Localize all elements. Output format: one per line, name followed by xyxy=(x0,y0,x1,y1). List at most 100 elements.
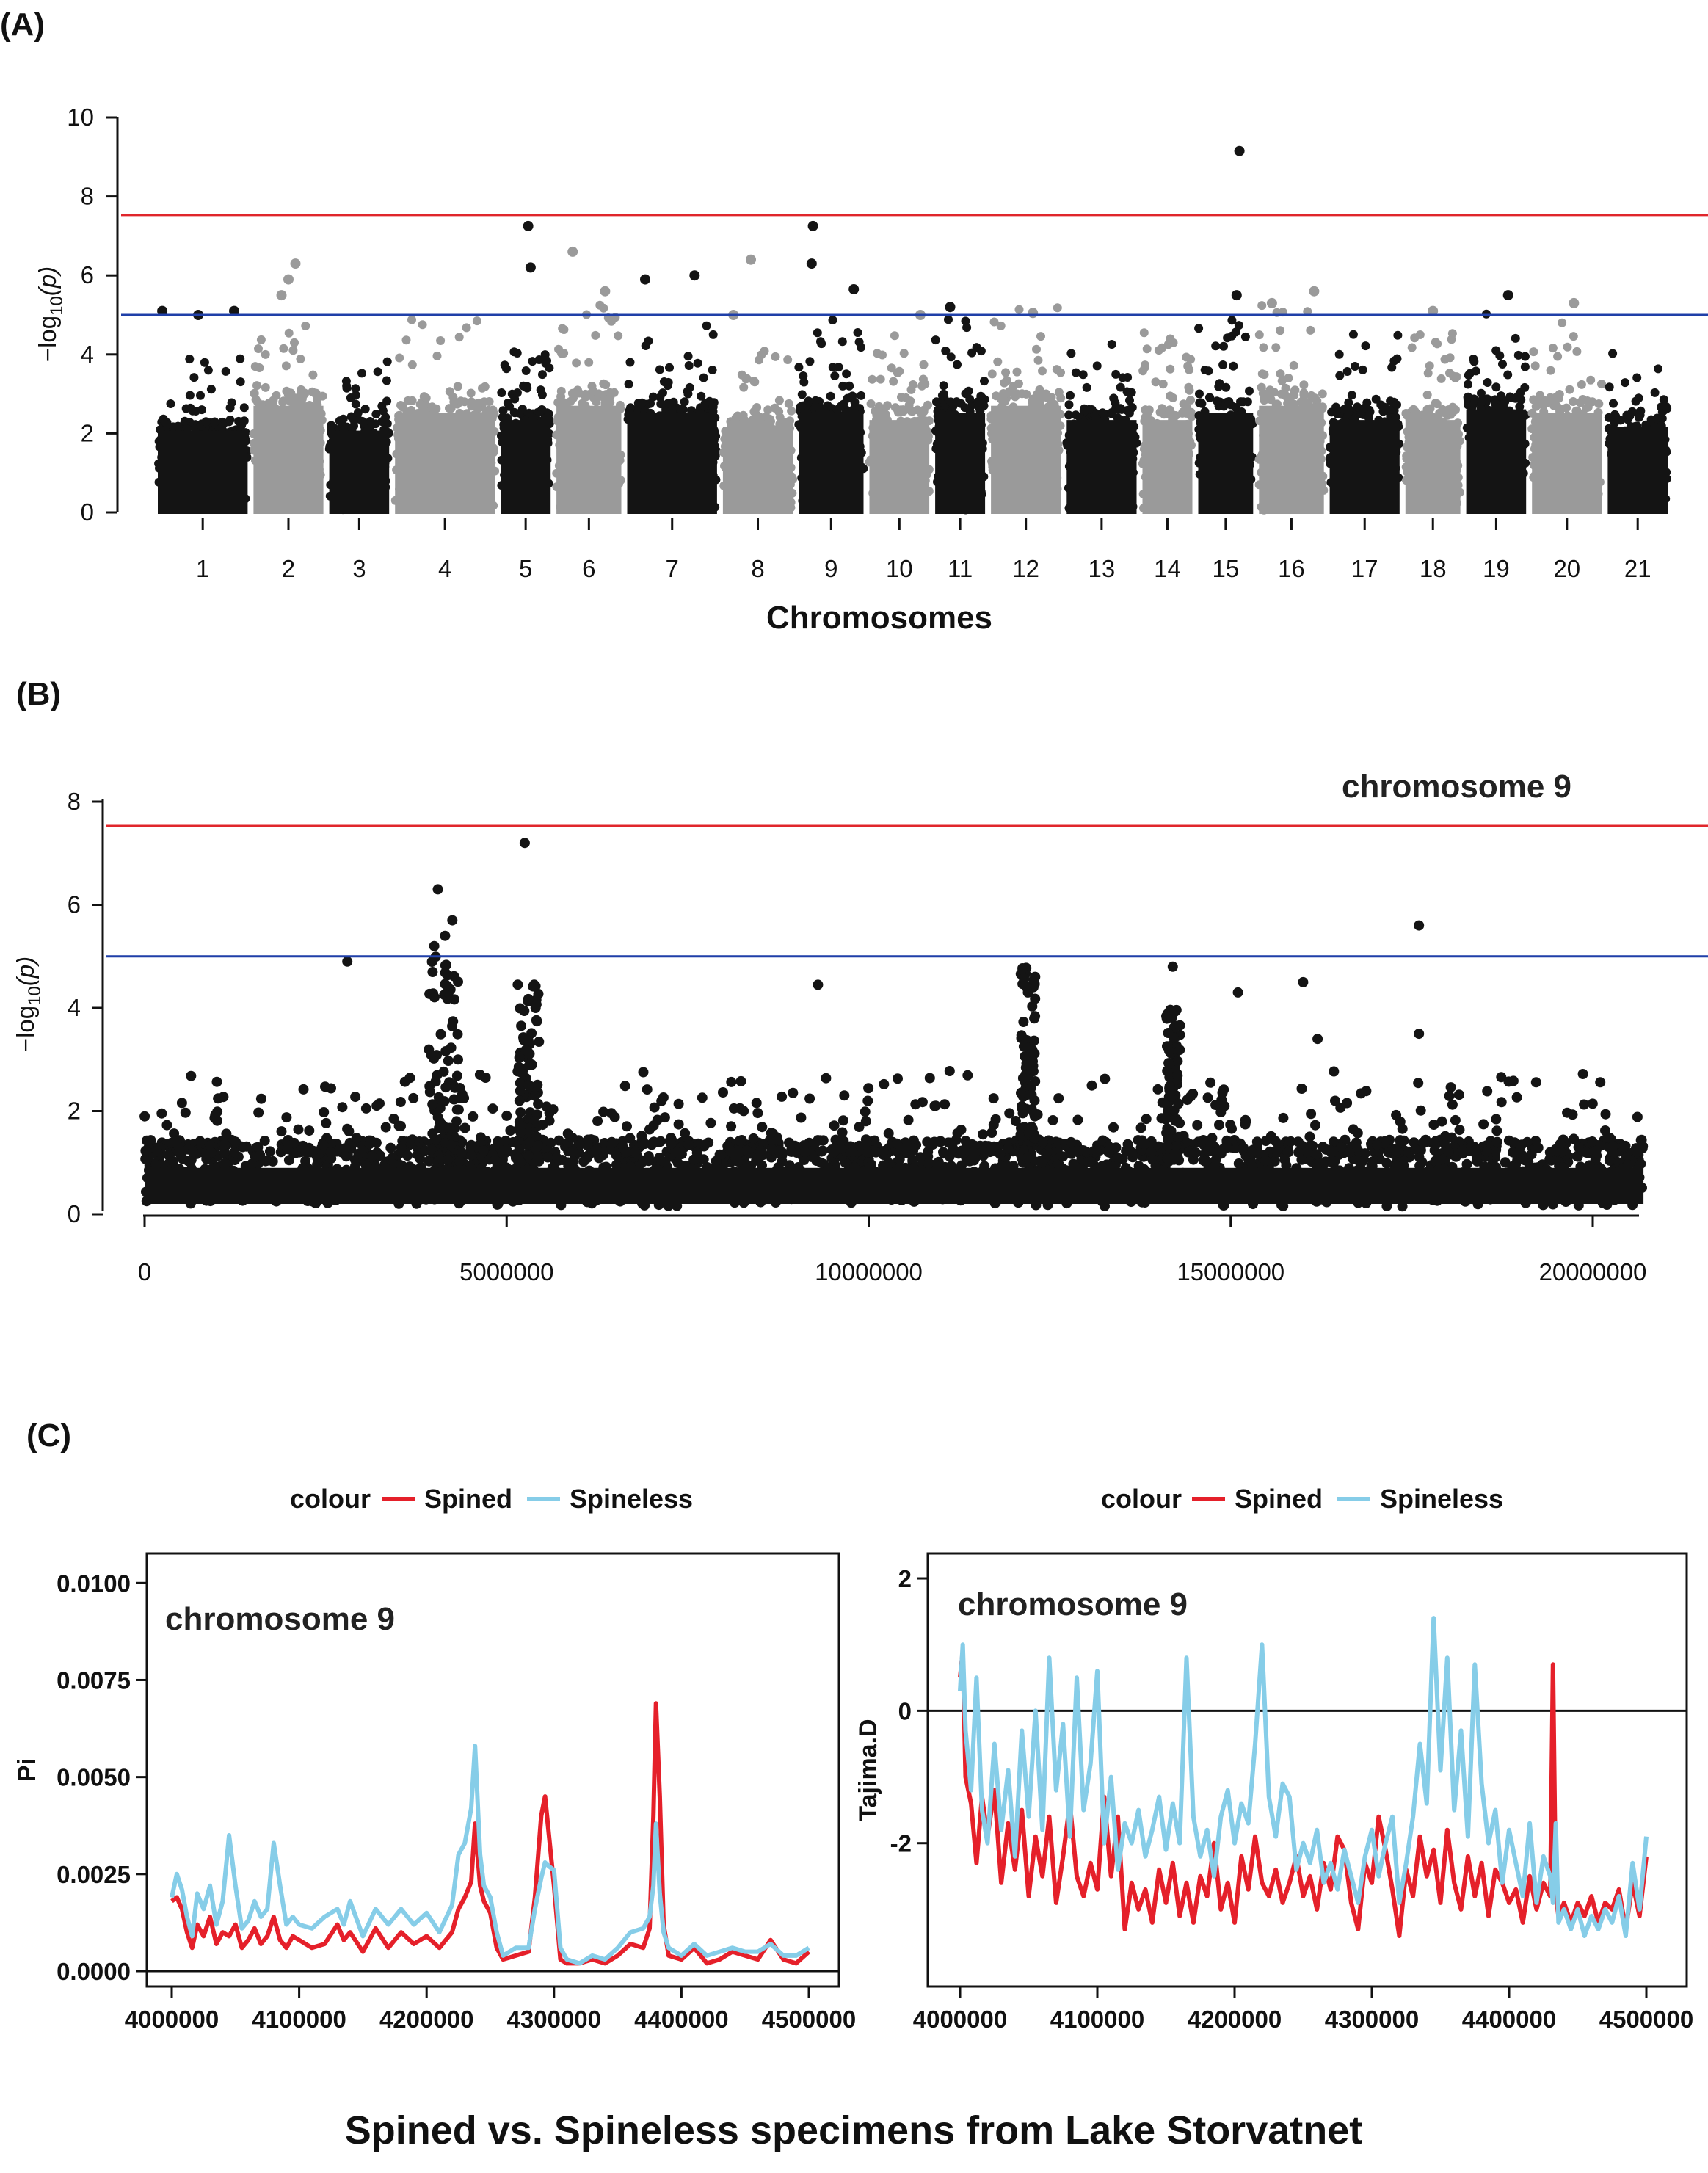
snp-point xyxy=(980,377,989,386)
snp-point xyxy=(939,381,948,391)
snp-point xyxy=(813,328,822,338)
notable-snp-point xyxy=(600,286,611,297)
chromosome-4-density xyxy=(395,413,495,514)
snp-point xyxy=(436,336,446,345)
snp-point xyxy=(1569,332,1578,341)
snp-point xyxy=(185,355,195,364)
snp-point xyxy=(1033,389,1042,399)
snp-point xyxy=(749,377,759,385)
snp-point xyxy=(854,337,864,347)
snp-point xyxy=(1351,362,1359,371)
snp-point xyxy=(594,389,603,399)
snp-point xyxy=(784,399,793,408)
snp-point xyxy=(534,355,544,364)
snp-point xyxy=(1033,355,1043,365)
snp-point xyxy=(797,390,807,399)
snp-point xyxy=(556,386,566,396)
snp-point xyxy=(188,406,197,416)
panel-a-y-axis-title: −log10(p) xyxy=(34,266,67,362)
chromosome-12-density xyxy=(991,405,1061,514)
snp-point xyxy=(456,396,465,406)
snp-point xyxy=(1012,389,1022,399)
snp-point xyxy=(1588,397,1597,407)
snp-point xyxy=(845,381,854,391)
snp-point xyxy=(960,403,970,413)
snp-point xyxy=(371,410,381,419)
panel-a-scatter-points xyxy=(154,145,1672,515)
snp-point xyxy=(1066,391,1075,400)
snp-point xyxy=(159,414,168,424)
snp-point xyxy=(542,356,551,366)
snp-point xyxy=(253,397,262,407)
notable-snp-point xyxy=(523,220,534,231)
snp-point xyxy=(1038,366,1047,376)
snp-point xyxy=(1197,399,1207,408)
snp-point xyxy=(923,400,932,410)
snp-point xyxy=(145,1135,156,1146)
chromosome-16-points xyxy=(1254,301,1329,515)
x-tick-label-chrom-15: 15 xyxy=(1212,555,1239,582)
snp-point xyxy=(1204,366,1213,376)
notable-snp-point xyxy=(689,270,700,281)
snp-point xyxy=(210,418,219,427)
snp-point xyxy=(185,391,195,400)
snp-point xyxy=(1483,378,1492,387)
snp-point xyxy=(575,388,584,398)
snp-point xyxy=(1577,380,1586,389)
snp-point xyxy=(498,406,508,416)
snp-point xyxy=(1265,385,1275,395)
snp-point xyxy=(284,328,294,338)
snp-point xyxy=(357,369,366,378)
notable-snp-point xyxy=(1028,308,1039,319)
snp-point xyxy=(705,396,714,406)
snp-point xyxy=(467,397,476,407)
snp-point xyxy=(261,349,270,359)
snp-point xyxy=(407,315,416,324)
snp-point xyxy=(567,388,577,398)
snp-point xyxy=(230,1136,241,1147)
snp-point xyxy=(239,403,249,413)
chromosome-17-density xyxy=(1329,420,1400,514)
y-tick-label-0: 0 xyxy=(81,498,94,526)
panel-b-label: (B) xyxy=(16,676,61,712)
snp-point xyxy=(1362,398,1372,407)
x-tick-label-chrom-11: 11 xyxy=(948,555,973,582)
snp-point xyxy=(771,352,780,361)
snp-point xyxy=(254,344,263,353)
snp-point xyxy=(281,361,291,371)
snp-point xyxy=(805,357,815,366)
snp-point xyxy=(1066,349,1076,358)
x-tick-label-chrom-9: 9 xyxy=(824,555,837,582)
snp-point xyxy=(799,377,809,387)
chromosome-15-density xyxy=(1198,413,1254,514)
chromosome-13-density xyxy=(1066,420,1137,514)
snp-point xyxy=(1277,376,1287,385)
snp-point xyxy=(1115,405,1124,414)
snp-point xyxy=(887,363,896,373)
snp-point xyxy=(919,360,929,369)
chromosome-6-points xyxy=(552,300,625,514)
snp-point xyxy=(407,360,417,369)
snp-point xyxy=(1344,405,1353,413)
snp-point xyxy=(472,316,481,326)
snp-point xyxy=(774,407,784,416)
snp-point xyxy=(1491,346,1501,355)
x-tick-label-chrom-4: 4 xyxy=(438,555,451,582)
snp-point xyxy=(1229,361,1238,371)
snp-point xyxy=(256,335,266,344)
snp-point xyxy=(1299,388,1309,398)
snp-point xyxy=(1477,396,1486,406)
snp-point xyxy=(1608,349,1618,358)
chromosome-10-points xyxy=(865,331,934,514)
snp-point xyxy=(1410,333,1420,343)
x-tick-label-chrom-2: 2 xyxy=(282,555,295,582)
snp-point xyxy=(1307,391,1316,400)
snp-point xyxy=(419,392,429,402)
snp-point xyxy=(1635,413,1643,422)
snp-point xyxy=(1407,343,1417,352)
snp-point xyxy=(382,376,391,385)
snp-point xyxy=(972,343,981,352)
snp-point xyxy=(1227,331,1237,341)
chromosome-3-density xyxy=(329,430,390,514)
snp-point xyxy=(1271,343,1281,352)
